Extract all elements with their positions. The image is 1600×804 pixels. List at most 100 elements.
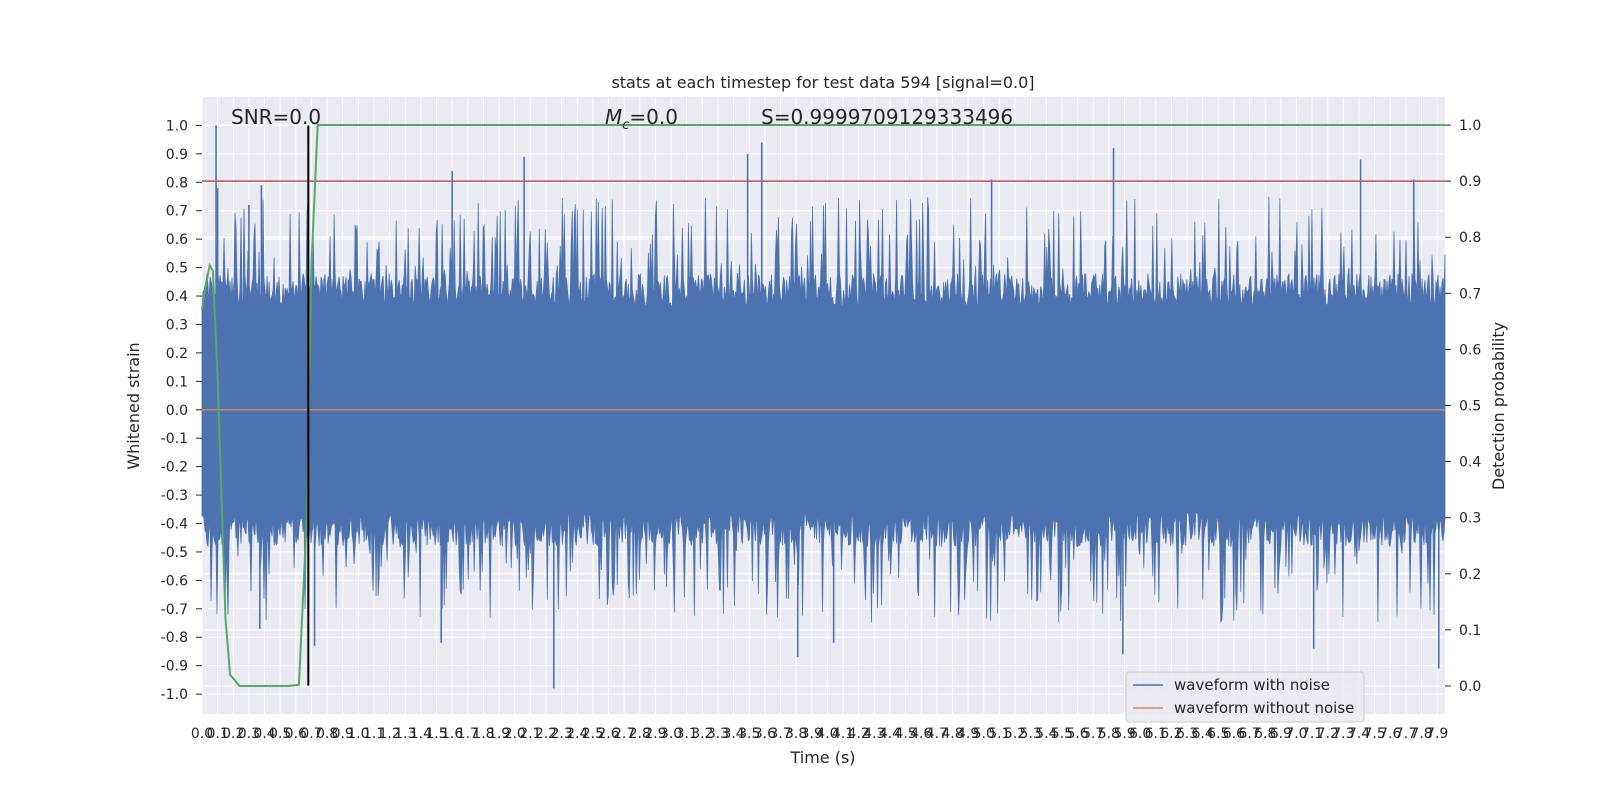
x-tick-label: 0.9: [332, 726, 354, 742]
x-tick-label: 0.1: [207, 726, 229, 742]
snr-annotation: SNR=0.0: [231, 105, 321, 129]
x-tick-label: 0.2: [222, 726, 244, 742]
x-tick-label: 5.6: [1066, 726, 1088, 742]
x-tick-label: 6.5: [1207, 726, 1229, 742]
x-tick-label: 5.7: [1082, 726, 1104, 742]
x-tick-label: 6.8: [1254, 726, 1276, 742]
y-tick-label: -0.8: [161, 630, 188, 646]
x-tick-label: 7.2: [1317, 726, 1339, 742]
x-tick-label: 5.9: [1113, 726, 1135, 742]
y-tick-label: 0.3: [166, 317, 188, 333]
x-tick-label: 5.0: [973, 726, 995, 742]
y2-tick-label: 0.4: [1459, 455, 1481, 471]
x-tick-label: 1.4: [410, 726, 432, 742]
y2-tick-label: 0.6: [1459, 342, 1481, 358]
x-tick-label: 4.1: [832, 726, 854, 742]
x-tick-label: 5.2: [1004, 726, 1026, 742]
x-tick-label: 3.2: [691, 726, 713, 742]
x-tick-label: 4.8: [941, 726, 963, 742]
x-tick-label: 0.4: [253, 726, 275, 742]
x-tick-label: 6.0: [1129, 726, 1151, 742]
s-annotation: S=0.9999709129333496: [761, 105, 1013, 129]
x-tick-label: 0.5: [269, 726, 291, 742]
x-tick-label: 4.9: [957, 726, 979, 742]
x-tick-label: 1.5: [425, 726, 447, 742]
series-lines: [201, 124, 1445, 687]
y-tick-label: 0.9: [166, 147, 188, 163]
x-tick-label: 2.8: [629, 726, 651, 742]
x-tick-label: 4.0: [816, 726, 838, 742]
y-tick-label: -1.0: [161, 687, 188, 703]
x-tick-label: 3.0: [660, 726, 682, 742]
y-tick-label: 0.1: [166, 374, 188, 390]
x-tick-label: 0.8: [316, 726, 338, 742]
x-tick-label: 3.4: [722, 726, 744, 742]
x-tick-label: 4.2: [848, 726, 870, 742]
x-tick-label: 6.2: [1160, 726, 1182, 742]
x-tick-label: 5.5: [1051, 726, 1073, 742]
y2-tick-label: 0.0: [1459, 679, 1481, 695]
y-tick-label: 0.0: [166, 403, 188, 419]
y-tick-label: 0.4: [166, 289, 188, 305]
mc-subscript: c: [622, 118, 629, 133]
x-tick-label: 3.5: [738, 726, 760, 742]
x-tick-label: 7.8: [1410, 726, 1432, 742]
x-tick-label: 4.3: [863, 726, 885, 742]
x-tick-label: 4.6: [910, 726, 932, 742]
legend-label-clean: waveform without noise: [1174, 699, 1354, 717]
x-tick-label: 2.0: [504, 726, 526, 742]
mc-symbol: M: [605, 105, 622, 129]
y-tick-label: -0.2: [161, 460, 188, 476]
y2-tick-label: 0.5: [1459, 399, 1481, 415]
x-tick-label: 2.9: [644, 726, 666, 742]
y-tick-label: -0.4: [161, 516, 188, 532]
x-tick-label: 1.1: [363, 726, 385, 742]
y-axis-label: Whitened strain: [124, 342, 143, 469]
series-detection-probability: [201, 124, 1445, 687]
x-tick-label: 5.4: [1035, 726, 1057, 742]
y2-tick-label: 0.2: [1459, 567, 1481, 583]
x-tick-label: 3.8: [785, 726, 807, 742]
x-tick-label: 3.7: [769, 726, 791, 742]
y-tick-label: -0.7: [161, 602, 188, 618]
x-tick-label: 7.4: [1348, 726, 1370, 742]
y-tick-label: -0.9: [161, 659, 188, 675]
x-tick-label: 1.3: [394, 726, 416, 742]
y2-tick-label: 1.0: [1459, 118, 1481, 134]
x-tick-label: 7.1: [1301, 726, 1323, 742]
x-tick-label: 1.6: [441, 726, 463, 742]
x-tick-label: 0.3: [238, 726, 260, 742]
x-axis-label: Time (s): [789, 748, 855, 767]
y-tick-label: -0.1: [161, 431, 188, 447]
x-tick-label: 1.0: [347, 726, 369, 742]
y-tick-label: 0.7: [166, 204, 188, 220]
x-tick-label: 7.9: [1426, 726, 1448, 742]
x-tick-label: 1.2: [378, 726, 400, 742]
x-tick-label: 7.3: [1332, 726, 1354, 742]
y-tick-label: 0.8: [166, 175, 188, 191]
y2-tick-label: 0.3: [1459, 511, 1481, 527]
y2-tick-label: 0.1: [1459, 623, 1481, 639]
x-tick-label: 1.7: [457, 726, 479, 742]
y2-tick-label: 0.9: [1459, 174, 1481, 190]
x-tick-label: 3.9: [801, 726, 823, 742]
x-tick-label: 0.0: [191, 726, 213, 742]
x-tick-label: 1.9: [488, 726, 510, 742]
x-tick-label: 7.7: [1395, 726, 1417, 742]
y2-axis-label: Detection probability: [1489, 322, 1508, 490]
x-tick-label: 6.1: [1145, 726, 1167, 742]
x-tick-label: 6.3: [1176, 726, 1198, 742]
x-tick-label: 7.0: [1285, 726, 1307, 742]
y2-tick-label: 0.7: [1459, 286, 1481, 302]
legend-box: [1125, 671, 1365, 723]
x-tick-label: 5.3: [1020, 726, 1042, 742]
x-tick-label: 6.4: [1192, 726, 1214, 742]
y-tick-label: 0.6: [166, 232, 188, 248]
x-tick-label: 7.6: [1379, 726, 1401, 742]
x-tick-label: 6.7: [1238, 726, 1260, 742]
x-tick-label: 2.4: [566, 726, 588, 742]
x-tick-label: 4.4: [879, 726, 901, 742]
x-tick-label: 6.6: [1223, 726, 1245, 742]
x-tick-label: 7.5: [1364, 726, 1386, 742]
